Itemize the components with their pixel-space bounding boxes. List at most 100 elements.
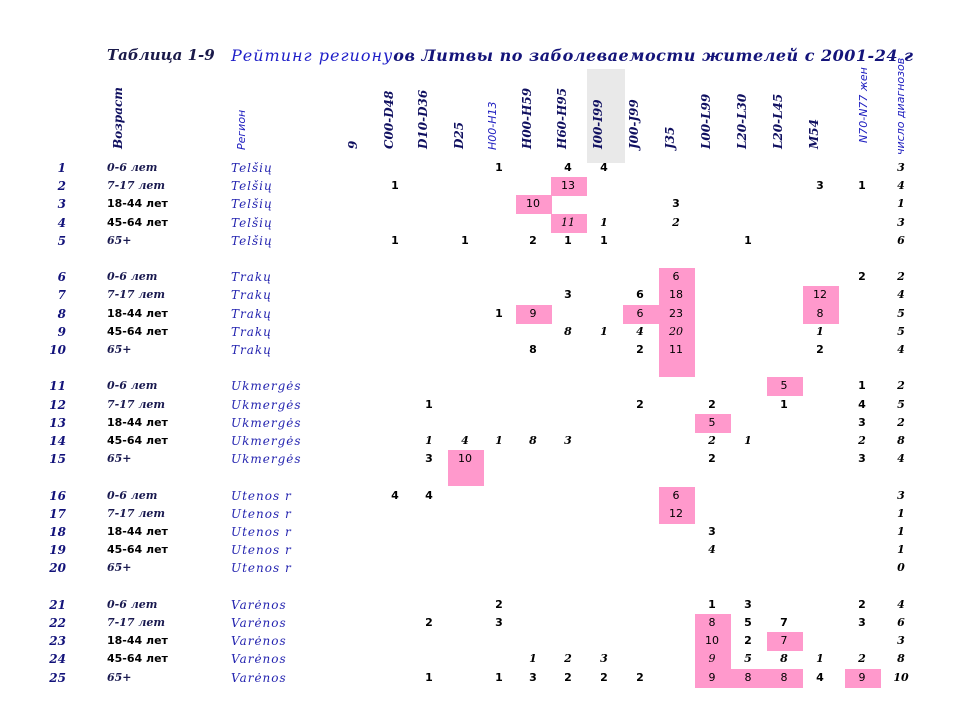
table-cell: 4	[897, 179, 905, 193]
table-cell: 4	[600, 161, 608, 174]
table-row: 6 0-6 лет Trakų 6 2 2	[0, 268, 960, 287]
row-region: Varėnos	[231, 616, 287, 630]
table-cell: 7	[767, 632, 801, 651]
table-cell: 1	[425, 670, 433, 684]
table-cell: 8	[529, 343, 537, 356]
column-header: C00-D48	[378, 63, 398, 163]
table-cell: 4	[391, 488, 399, 502]
table-row: 17 7-17 лет Utenos r 12 1	[0, 504, 960, 523]
table-row: 7 7-17 лет Trakų 3 6 18 12 4	[0, 286, 960, 305]
row-number: 7	[57, 288, 66, 303]
row-region: Telšių	[231, 179, 273, 194]
column-header-text: 9	[346, 140, 360, 149]
row-number: 20	[49, 561, 66, 576]
table-row: 13 18-44 лет Ukmergės 5 3 2	[0, 413, 960, 432]
row-region: Varėnos	[231, 652, 287, 667]
row-age: 7-17 лет	[107, 397, 166, 411]
row-age: 0-6 лет	[107, 597, 158, 611]
row-age: 7-17 лет	[107, 179, 166, 193]
table-cell: 1	[858, 179, 866, 193]
table-cell: 10	[695, 632, 729, 651]
table-cell: 8	[767, 668, 801, 687]
column-header: D10-D36	[412, 63, 432, 163]
row-region: Trakų	[231, 343, 272, 357]
table-cell: 3	[816, 179, 824, 193]
row-number: 18	[49, 525, 66, 539]
table-cell: 3	[897, 161, 905, 174]
row-number: 15	[49, 452, 66, 467]
title-prefix: Рейтинг региону	[231, 46, 394, 65]
row-number: 8	[57, 306, 66, 321]
table-cell: 5	[897, 397, 905, 411]
row-number: 4	[57, 215, 66, 230]
row-region: Trakų	[231, 288, 272, 303]
table-cell: 9	[516, 304, 550, 323]
table-cell: 2	[708, 397, 716, 411]
table-cell: 1	[744, 434, 752, 447]
row-number: 9	[57, 324, 66, 339]
table-cell: 3	[708, 525, 716, 538]
table-cell: 8	[780, 652, 788, 666]
column-header: M54	[803, 63, 823, 163]
table-cell: 1	[391, 179, 399, 193]
row-region: Ukmergės	[231, 434, 302, 448]
table-cell: 6	[623, 304, 657, 323]
row-number: 1	[57, 161, 66, 175]
table-cell: 6	[636, 288, 644, 302]
column-header: Возраст	[107, 63, 127, 163]
table-cell: 5	[695, 413, 729, 432]
table-row: 5 65+ Telšių 1 1 2 1 1 1 6	[0, 232, 960, 250]
table-cell: 12	[803, 286, 837, 305]
table-cell: 8	[897, 434, 905, 447]
column-header-text: J00-J99	[627, 99, 641, 149]
column-header: N70-N77 жен	[853, 56, 873, 156]
table-cell: 2	[600, 670, 608, 684]
table-cell: 4	[897, 452, 905, 466]
row-number: 6	[57, 270, 66, 285]
table-cell: 3	[858, 415, 866, 429]
table-cell: 20	[659, 322, 693, 341]
table-cell: 1	[600, 324, 608, 338]
highlight-extension	[659, 359, 695, 377]
table-cell: 1	[461, 233, 469, 247]
table-cell: 12	[659, 504, 693, 523]
table-cell: 4	[816, 670, 824, 684]
table-cell: 1	[897, 506, 905, 520]
table-cell: 2	[708, 452, 716, 466]
table-cell: 8	[529, 434, 537, 447]
row-age: 65+	[107, 561, 132, 575]
table-cell: 1	[600, 233, 608, 247]
row-number: 3	[57, 197, 66, 212]
table-cell: 3	[858, 452, 866, 466]
column-header-text: число диагнозов	[894, 57, 907, 155]
table-cell: 2	[636, 670, 644, 684]
table-cell: 4	[897, 288, 905, 302]
table-cell: 4	[858, 397, 866, 411]
table-cell: 2	[858, 434, 866, 447]
table-row: 25 65+ Varėnos 1 1 3 2 2 2 9 8 8 4 9 10	[0, 668, 960, 687]
table-row: 4 45-64 лет Telšių 11 1 2 3	[0, 213, 960, 232]
table-cell: 2	[529, 233, 537, 247]
row-number: 10	[49, 343, 66, 357]
table-row: 9 45-64 лет Trakų 8 1 4 20 1 5	[0, 322, 960, 341]
table-cell: 1	[495, 434, 503, 447]
table-cell: 1	[425, 434, 433, 447]
table-cell: 4	[636, 324, 644, 338]
table-cell: 2	[672, 215, 680, 229]
table-row: 2 7-17 лет Telšių 1 13 3 1 4	[0, 177, 960, 196]
table-row: 23 18-44 лет Varėnos 10 2 7 3	[0, 632, 960, 651]
table-cell: 1	[897, 543, 905, 557]
table-cell: 7	[780, 616, 788, 629]
column-header-text: H00-H13	[486, 101, 499, 150]
table-cell: 10	[448, 450, 482, 469]
table-cell: 1	[495, 670, 503, 684]
table-cell: 3	[564, 288, 572, 302]
table-row: 19 45-64 лет Utenos r 4 1	[0, 541, 960, 559]
row-age: 18-44 лет	[107, 197, 168, 211]
table-cell: 4	[897, 343, 905, 356]
row-number: 13	[49, 415, 66, 430]
table-cell: 2	[495, 597, 503, 611]
table-cell: 1	[495, 161, 503, 174]
table-row: 22 7-17 лет Varėnos 2 3 8 5 7 3 6	[0, 614, 960, 632]
table-cell: 3	[600, 652, 608, 666]
